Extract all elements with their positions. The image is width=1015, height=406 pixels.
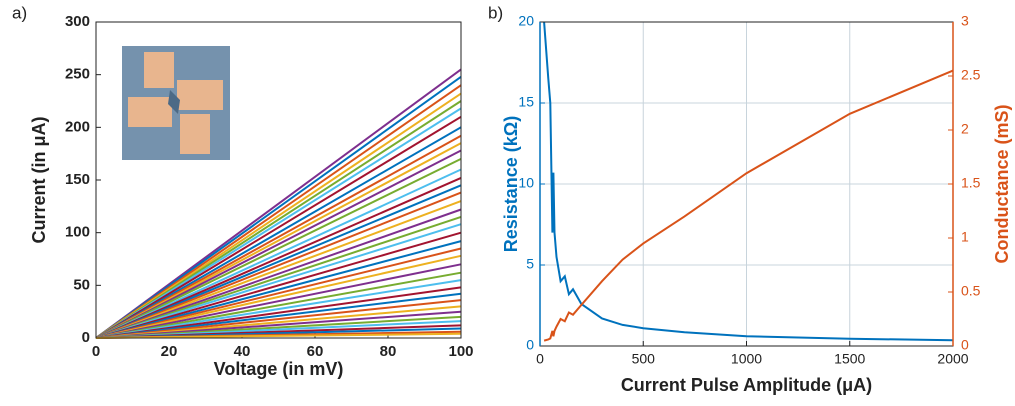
data-line bbox=[543, 69, 954, 342]
x-tick-label: 20 bbox=[161, 343, 178, 360]
y-tick-label: 15 bbox=[518, 94, 534, 110]
y-tick-label: 10 bbox=[518, 175, 534, 191]
data-line bbox=[95, 158, 462, 339]
x-tick-label: 80 bbox=[380, 343, 397, 360]
data-line bbox=[95, 75, 462, 339]
data-line bbox=[95, 184, 462, 339]
x-tick-label: 40 bbox=[234, 343, 251, 360]
data-line bbox=[95, 100, 462, 339]
data-line bbox=[543, 21, 954, 342]
y-axis-label: Current (in μA) bbox=[29, 116, 49, 243]
x-axis-label: Voltage (in mV) bbox=[214, 359, 344, 379]
x-tick-label: 100 bbox=[448, 343, 473, 360]
data-line bbox=[95, 299, 462, 339]
x-tick-label: 1500 bbox=[834, 351, 865, 367]
y2-tick-label: 2.5 bbox=[961, 67, 981, 83]
data-line bbox=[95, 279, 462, 339]
y-tick-label: 0 bbox=[526, 337, 534, 353]
panel-label: a) bbox=[12, 3, 27, 22]
data-line bbox=[95, 115, 462, 339]
data-line bbox=[95, 68, 462, 339]
data-line bbox=[95, 134, 462, 339]
y-tick-label: 300 bbox=[65, 13, 90, 30]
y-axis-label: Resistance (kΩ) bbox=[501, 116, 521, 253]
data-line bbox=[95, 263, 462, 339]
x-tick-label: 1000 bbox=[731, 351, 762, 367]
data-line bbox=[95, 332, 462, 339]
data-line bbox=[95, 223, 462, 339]
data-line bbox=[95, 107, 462, 339]
y2-tick-label: 2 bbox=[961, 121, 969, 137]
data-line bbox=[95, 247, 462, 339]
data-line bbox=[95, 254, 462, 339]
y-tick-label: 100 bbox=[65, 224, 90, 241]
y2-tick-label: 0 bbox=[961, 337, 969, 353]
panel-label: b) bbox=[488, 3, 503, 22]
data-line bbox=[95, 92, 462, 339]
y-tick-label: 150 bbox=[65, 171, 90, 188]
data-line bbox=[95, 231, 462, 339]
y2-tick-label: 1 bbox=[961, 229, 969, 245]
y-tick-label: 50 bbox=[73, 276, 90, 293]
data-line bbox=[95, 292, 462, 339]
data-line bbox=[95, 176, 462, 339]
axes-box bbox=[95, 21, 462, 339]
y2-tick-label: 1.5 bbox=[961, 175, 981, 191]
data-line bbox=[95, 215, 462, 339]
x-tick-label: 0 bbox=[536, 351, 544, 367]
x-axis-label: Current Pulse Amplitude (μA) bbox=[621, 375, 872, 395]
y2-tick-label: 0.5 bbox=[961, 283, 981, 299]
data-line bbox=[95, 84, 462, 339]
data-line bbox=[95, 208, 462, 339]
y-tick-label: 200 bbox=[65, 118, 90, 135]
y-tick-label: 250 bbox=[65, 66, 90, 83]
data-line bbox=[95, 271, 462, 339]
data-line bbox=[95, 168, 462, 339]
x-tick-label: 60 bbox=[307, 343, 324, 360]
data-line bbox=[95, 191, 462, 339]
x-tick-label: 2000 bbox=[937, 351, 968, 367]
x-tick-label: 0 bbox=[92, 343, 100, 360]
y-tick-label: 5 bbox=[526, 256, 534, 272]
y2-tick-label: 3 bbox=[961, 13, 969, 29]
inset-photo bbox=[122, 46, 230, 160]
data-line bbox=[95, 142, 462, 339]
y-tick-label: 0 bbox=[82, 329, 90, 346]
plot-lines bbox=[95, 68, 462, 339]
y-tick-label: 20 bbox=[518, 13, 534, 29]
data-line bbox=[95, 286, 462, 339]
data-line bbox=[95, 126, 462, 339]
plot-lines bbox=[543, 21, 954, 342]
data-line bbox=[95, 200, 462, 339]
data-line bbox=[95, 240, 462, 339]
y2-axis-label: Conductance (mS) bbox=[992, 104, 1012, 263]
x-tick-label: 500 bbox=[632, 351, 656, 367]
data-line bbox=[95, 149, 462, 339]
